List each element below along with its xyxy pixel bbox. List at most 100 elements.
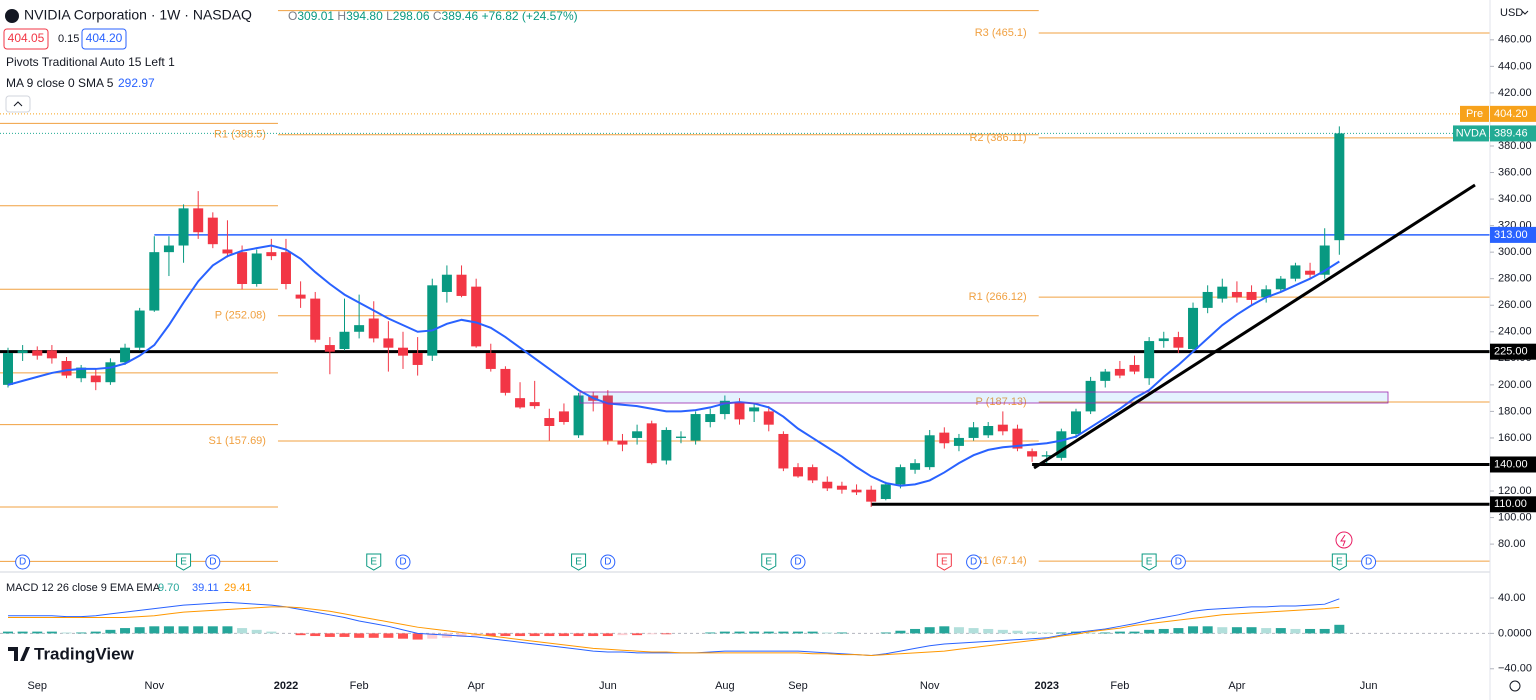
candle-body — [3, 353, 13, 385]
settings-icon[interactable] — [1509, 680, 1521, 692]
histogram-bar — [1100, 632, 1111, 634]
event-marker — [790, 554, 806, 570]
histogram-bar — [3, 631, 13, 634]
histogram-bar — [456, 633, 467, 637]
candle-body — [822, 481, 833, 489]
candle-body — [1158, 338, 1169, 342]
x-tick-label: Apr — [1228, 680, 1245, 692]
event-marker — [1170, 554, 1186, 570]
candle-body — [456, 274, 467, 296]
collapse-button[interactable] — [5, 95, 31, 113]
event-label: D — [970, 557, 977, 568]
candle-body — [836, 485, 847, 490]
event-marker — [366, 553, 382, 571]
candle-body — [675, 436, 686, 438]
candle-body — [295, 294, 306, 299]
x-tick-label: Jun — [599, 680, 617, 692]
news-icon[interactable] — [1335, 531, 1353, 549]
event-marker — [205, 554, 221, 570]
candle-body — [895, 467, 906, 485]
ohlc-value: 309.01 — [297, 9, 334, 23]
ma-value: 292.97 — [118, 76, 155, 90]
pivots-legend[interactable]: Pivots Traditional Auto 15 Left 1 — [6, 55, 175, 69]
event-label: E — [1146, 557, 1153, 568]
candle-body — [266, 252, 277, 257]
candle-body — [280, 252, 291, 284]
zone-box — [579, 391, 1389, 404]
candle-body — [1085, 380, 1096, 412]
candle-body — [646, 423, 657, 464]
pivot-label: S1 (67.14) — [975, 555, 1026, 567]
candle-body — [1290, 265, 1301, 279]
histogram-bar — [1202, 626, 1213, 634]
ask-box[interactable] — [81, 28, 127, 50]
candle-body — [1305, 270, 1316, 275]
candle-body — [105, 362, 116, 383]
histogram-bar — [1144, 629, 1155, 634]
histogram-bar — [368, 633, 379, 638]
tv-logo-icon — [8, 647, 30, 661]
candle-body — [32, 350, 43, 356]
x-tick-label: Sep — [788, 680, 808, 692]
histogram-bar — [1290, 628, 1301, 634]
histogram-bar — [588, 633, 599, 637]
pivot-label: R1 (388.5) — [214, 129, 266, 141]
candle-body — [880, 484, 891, 499]
event-marker — [571, 553, 587, 571]
event-marker — [395, 554, 411, 570]
y-tick-label: 100.00 — [1498, 511, 1532, 523]
level-badge — [1490, 496, 1536, 513]
ohlc-value: 389.46 — [442, 9, 479, 23]
candle-body — [398, 347, 409, 356]
symbol-logo — [5, 9, 19, 23]
event-label: E — [575, 557, 582, 568]
candle-body — [1319, 245, 1330, 275]
candle-body — [910, 463, 921, 470]
histogram-bar — [46, 631, 57, 634]
candle-body — [251, 253, 262, 284]
pivot-label: R3 (465.1) — [975, 27, 1027, 39]
y-tick-label: 200.00 — [1498, 379, 1532, 391]
y-tick-label: 380.00 — [1498, 140, 1532, 152]
plot: R1 (388.5) P (252.08) S1 (157.69) R3 (465.1… — [0, 10, 1490, 657]
candle-body — [719, 400, 730, 415]
candle-body — [383, 338, 394, 348]
histogram-bar — [1334, 624, 1345, 634]
candle-body — [1334, 133, 1345, 241]
ask: 404.20 — [86, 31, 123, 45]
histogram-bar — [295, 633, 306, 636]
histogram-bar — [763, 631, 774, 634]
histogram-bar — [822, 632, 833, 634]
tv-logo: TradingView — [34, 644, 135, 663]
histogram-bar — [339, 633, 350, 637]
x-tick-label: Apr — [468, 680, 485, 692]
histogram-bar — [90, 631, 101, 634]
overlay: 460.00440.00420.00380.00360.00340.00320.… — [15, 34, 1536, 692]
event-label: D — [399, 557, 406, 568]
y-tick-label: 340.00 — [1498, 193, 1532, 205]
candle-body — [1041, 455, 1052, 457]
pivot-label: R2 (386.11) — [969, 132, 1026, 144]
x-tick-label: 2023 — [1034, 680, 1058, 692]
histogram-bar — [1246, 627, 1257, 634]
ohlc-value: 394.80 — [346, 9, 383, 23]
currency[interactable]: USD — [1500, 7, 1523, 19]
ma-legend[interactable]: MA 9 close 0 SMA 5 — [6, 76, 114, 90]
y-tick-label: 120.00 — [1498, 485, 1532, 497]
symbol-title[interactable]: NVIDIA Corporation · 1W · NASDAQ — [24, 7, 252, 23]
level-badge-label: 110.00 — [1494, 498, 1527, 510]
candle-body — [46, 350, 57, 359]
bid-box[interactable] — [3, 28, 49, 50]
candle-body — [324, 345, 335, 352]
candle-body — [61, 360, 72, 376]
histogram-bar — [544, 633, 555, 637]
histogram-bar — [573, 633, 584, 637]
macd-hist-value: 9.70 — [158, 582, 179, 594]
candle-body — [690, 414, 701, 441]
histogram-bar — [310, 633, 321, 637]
event-marker — [1141, 553, 1157, 571]
macd-legend[interactable]: MACD 12 26 close 9 EMA EMA — [6, 582, 161, 594]
ma-line — [7, 244, 1340, 487]
histogram-bar — [76, 632, 87, 634]
bid: 404.05 — [8, 31, 45, 45]
